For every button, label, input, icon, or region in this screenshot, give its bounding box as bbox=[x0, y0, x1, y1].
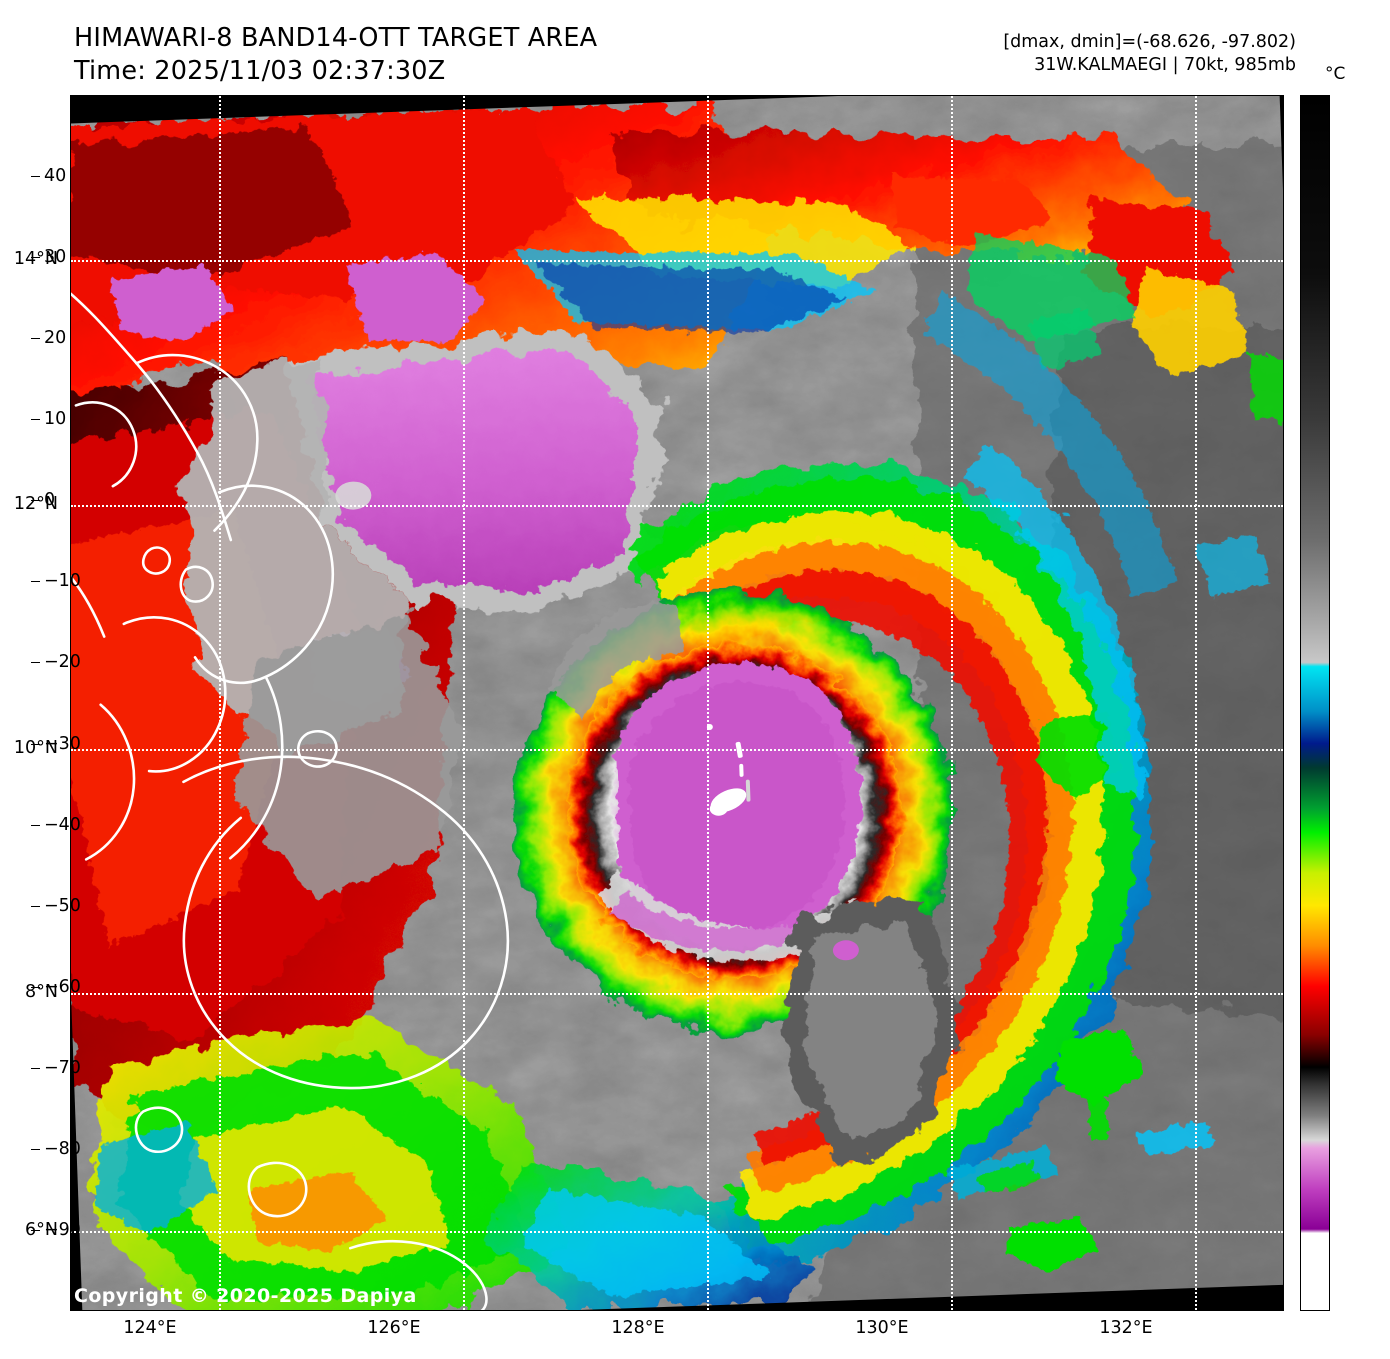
y-tick-label-14n: 14°N bbox=[13, 249, 58, 269]
copyright-notice: Copyright © 2020-2025 Dapiya bbox=[74, 1285, 417, 1307]
colorbar-unit-label: °C bbox=[1325, 64, 1346, 84]
gridline-lon-126 bbox=[463, 96, 465, 1310]
colorbar-tick-label: −70 bbox=[44, 1057, 81, 1078]
colorbar-tick-mark bbox=[31, 500, 40, 502]
colorbar-tick-label: −90 bbox=[44, 1219, 81, 1240]
colorbar-tick-label: −40 bbox=[44, 814, 81, 835]
gridline-lat-8 bbox=[71, 993, 1283, 995]
colorbar-tick-label: 0 bbox=[44, 490, 56, 511]
colorbar-tick-label: −50 bbox=[44, 895, 81, 916]
colorbar-tick-label: 40 bbox=[44, 166, 67, 187]
gridline-lon-128 bbox=[707, 96, 709, 1310]
x-tick-label-130e: 130°E bbox=[855, 1318, 909, 1338]
colorbar-tick-mark bbox=[31, 1067, 40, 1069]
gridline-lon-132 bbox=[1195, 96, 1197, 1310]
colorbar-tick-label: 10 bbox=[44, 409, 67, 430]
gridline-lon-130 bbox=[951, 96, 953, 1310]
colorbar-tick-label: −10 bbox=[44, 571, 81, 592]
colorbar-tick-label: 30 bbox=[44, 247, 67, 268]
colorbar-gradient bbox=[1301, 96, 1329, 1310]
colorbar-tick-mark bbox=[31, 662, 40, 664]
gridline-lat-10 bbox=[71, 749, 1283, 751]
infrared-brightness-temperature-raster bbox=[71, 96, 1283, 1310]
gridline-lat-12 bbox=[71, 505, 1283, 507]
title-timestamp: Time: 2025/11/03 02:37:30Z bbox=[74, 56, 446, 87]
colorbar-tick-mark bbox=[31, 581, 40, 583]
colorbar-tick-label: −30 bbox=[44, 733, 81, 754]
colorbar-tick-mark bbox=[31, 905, 40, 907]
gridline-lon-124 bbox=[219, 96, 221, 1310]
page-title: HIMAWARI-8 BAND14-OTT TARGET AREA Time: … bbox=[74, 22, 597, 88]
storm-intensity-readout: 31W.KALMAEGI | 70kt, 985mb bbox=[1034, 55, 1296, 76]
header: HIMAWARI-8 BAND14-OTT TARGET AREA Time: … bbox=[0, 0, 1390, 95]
satellite-imagery bbox=[71, 96, 1283, 1310]
colorbar-tick-mark bbox=[31, 419, 40, 421]
colorbar-tick-mark bbox=[31, 1229, 40, 1231]
temperature-colorbar[interactable] bbox=[1300, 95, 1330, 1311]
colorbar-tick-mark bbox=[31, 176, 40, 178]
colorbar-tick-label: −60 bbox=[44, 976, 81, 997]
colorbar-tick-mark bbox=[31, 986, 40, 988]
y-tick-label-12n: 12°N bbox=[13, 494, 58, 514]
dmax-dmin-readout: [dmax, dmin]=(-68.626, -97.802) bbox=[1003, 32, 1296, 52]
y-tick-label-6n: 6°N bbox=[25, 1220, 58, 1240]
colorbar-tick-mark bbox=[31, 824, 40, 826]
x-tick-label-124e: 124°E bbox=[123, 1318, 177, 1338]
gridline-lat-6 bbox=[71, 1231, 1283, 1233]
colorbar-tick-mark bbox=[31, 257, 40, 259]
x-tick-label-128e: 128°E bbox=[611, 1318, 665, 1338]
colorbar-tick-mark bbox=[31, 338, 40, 340]
colorbar-tick-label: −20 bbox=[44, 652, 81, 673]
colorbar-tick-label: −80 bbox=[44, 1138, 81, 1159]
gridline-lat-14 bbox=[71, 260, 1283, 262]
colorbar-tick-mark bbox=[31, 1148, 40, 1150]
colorbar-tick-label: 20 bbox=[44, 328, 67, 349]
metadata-block: [dmax, dmin]=(-68.626, -97.802) 31W.KALM… bbox=[1003, 31, 1296, 78]
satellite-image-plot[interactable] bbox=[70, 95, 1284, 1311]
y-tick-label-10n: 10°N bbox=[13, 738, 58, 758]
x-tick-label-126e: 126°E bbox=[367, 1318, 421, 1338]
title-primary: HIMAWARI-8 BAND14-OTT TARGET AREA bbox=[74, 23, 598, 53]
x-tick-label-132e: 132°E bbox=[1099, 1318, 1153, 1338]
colorbar-tick-mark bbox=[31, 743, 40, 745]
